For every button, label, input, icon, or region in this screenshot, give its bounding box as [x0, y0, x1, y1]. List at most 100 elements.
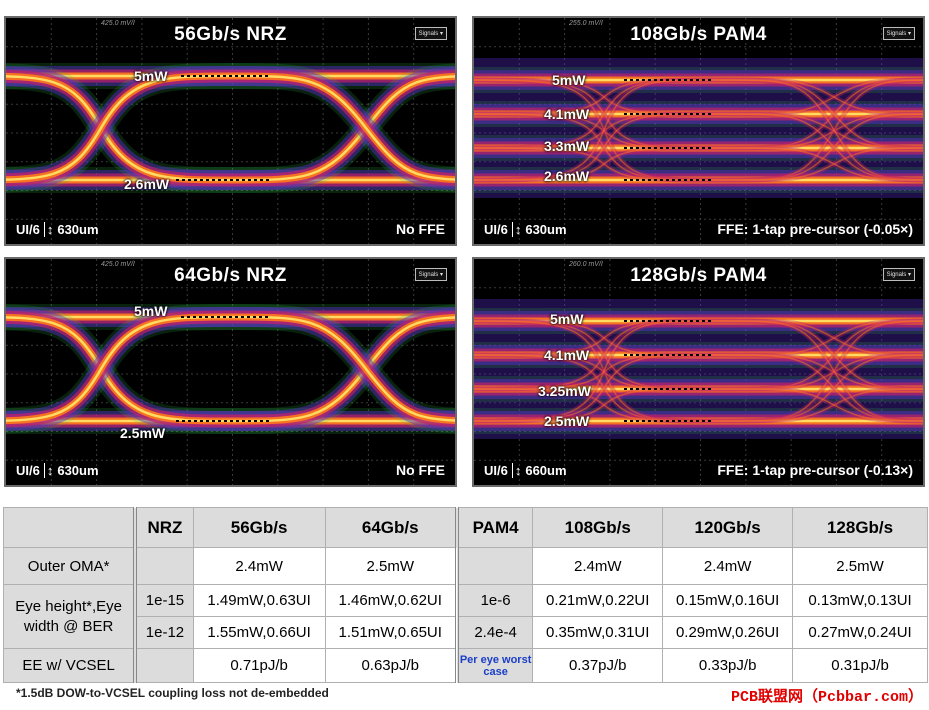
table-cell: 1e-12: [134, 616, 194, 649]
table-cell: 2.4mW: [662, 547, 794, 585]
panel-title: 56Gb/s NRZ: [174, 24, 287, 45]
table-cell: 2.5mW: [792, 547, 928, 585]
row-label-oma: Outer OMA*: [3, 547, 138, 585]
table-cell: 0.71pJ/b: [192, 648, 326, 683]
eye-transition: [474, 147, 923, 181]
eye-diagram-108g-pam4: [474, 18, 923, 244]
level-label: 2.5mW: [120, 425, 166, 441]
table-cell: 2.4e-4: [456, 616, 534, 649]
scope-readout: 425.0 mV/I: [101, 20, 135, 27]
table-cell: 1.51mW,0.65UI: [324, 616, 459, 649]
level-label: 4.1mW: [544, 106, 590, 122]
eye-transition: [474, 354, 923, 422]
table-cell: [134, 547, 194, 585]
header-120g: 120Gb/s: [662, 507, 794, 548]
level-label: 2.5mW: [544, 413, 590, 429]
eye-panel-108g-pam4: 255.0 mV/I 108Gb/s PAM4 Signals ▾ 5mW 4.…: [472, 16, 925, 246]
scope-readout: 255.0 mV/I: [569, 20, 603, 27]
level-label: 5mW: [134, 68, 168, 84]
eye-transition: [474, 388, 923, 422]
scale-bar: UI/6 ↕ 630um: [484, 222, 567, 237]
vertical-arrow-icon: ↕: [514, 463, 522, 478]
header-56g: 56Gb/s: [192, 507, 326, 548]
row-label-ee: EE w/ VCSEL: [3, 648, 138, 683]
table-cell: 0.21mW,0.22UI: [532, 584, 664, 617]
ffe-label: FFE: 1-tap pre-cursor (-0.13×): [717, 462, 913, 478]
eye-transition: [6, 74, 455, 181]
eye-transition: [474, 113, 923, 181]
table-row: Outer OMA* 2.4mW 2.5mW 2.4mW 2.4mW 2.5mW: [3, 547, 928, 585]
signals-dropdown[interactable]: Signals ▾: [414, 268, 447, 281]
signals-dropdown[interactable]: Signals ▾: [882, 268, 915, 281]
table-cell: 1e-6: [456, 584, 534, 617]
table-cell: 2.5mW: [324, 547, 459, 585]
scope-readout: 260.0 mV/I: [569, 261, 603, 268]
table-cell: [134, 648, 194, 683]
eye-transition: [6, 75, 455, 182]
scale-bar: UI/6 ↕ 630um: [16, 463, 99, 478]
scope-grid: [6, 259, 455, 485]
eye-transition: [6, 316, 455, 423]
eye-transition: [474, 388, 923, 422]
header-nrz: NRZ: [134, 507, 194, 548]
header-pam4: PAM4: [456, 507, 534, 548]
vertical-arrow-icon: ↕: [46, 222, 54, 237]
ffe-label: FFE: 1-tap pre-cursor (-0.05×): [717, 221, 913, 237]
scale-bar: UI/6 ↕ 660um: [484, 463, 567, 478]
table-cell: 0.13mW,0.13UI: [792, 584, 928, 617]
header-corner: [3, 507, 138, 548]
eye-panel-64g-nrz: 425.0 mV/I 64Gb/s NRZ Signals ▾ 5mW 2.5m…: [4, 257, 457, 487]
panel-title: 64Gb/s NRZ: [174, 265, 287, 286]
row-label-eye: Eye height*,Eye width @ BER: [3, 584, 138, 649]
table-cell: 0.15mW,0.16UI: [662, 584, 794, 617]
scope-readout: 425.0 mV/I: [101, 261, 135, 268]
signals-dropdown[interactable]: Signals ▾: [882, 27, 915, 40]
vertical-arrow-icon: ↕: [46, 463, 54, 478]
header-108g: 108Gb/s: [532, 507, 664, 548]
level-label: 2.6mW: [124, 176, 170, 192]
panel-title: 128Gb/s PAM4: [630, 265, 767, 286]
table-cell: 1e-15: [134, 584, 194, 617]
level-label: 5mW: [550, 311, 584, 327]
watermark: PCB联盟网（Pcbbar.com）: [730, 689, 923, 706]
eye-diagram-64g-nrz: [6, 259, 455, 485]
table-row: 1e-12 1.55mW,0.66UI 1.51mW,0.65UI 2.4e-4…: [4, 616, 928, 649]
table-row: EE w/ VCSEL 0.71pJ/b 0.63pJ/b Per eye wo…: [3, 648, 928, 683]
header-128g: 128Gb/s: [792, 507, 928, 548]
header-64g: 64Gb/s: [324, 507, 459, 548]
level-label: 3.25mW: [538, 383, 591, 399]
table-header-row: NRZ 56Gb/s 64Gb/s PAM4 108Gb/s 120Gb/s 1…: [3, 507, 928, 548]
table-cell: 0.33pJ/b: [662, 648, 794, 683]
eye-panel-56g-nrz: 425.0 mV/I 56Gb/s NRZ Signals ▾ 5mW 2.6m…: [4, 16, 457, 246]
level-label: 4.1mW: [544, 347, 590, 363]
ffe-label: No FFE: [396, 462, 445, 478]
table-cell: 0.29mW,0.26UI: [662, 616, 794, 649]
eye-diagram-128g-pam4: [474, 259, 923, 485]
summary-table: NRZ 56Gb/s 64Gb/s PAM4 108Gb/s 120Gb/s 1…: [3, 507, 928, 683]
level-label: 2.6mW: [544, 168, 590, 184]
level-label: 5mW: [134, 303, 168, 319]
table-cell: 1.55mW,0.66UI: [192, 616, 326, 649]
table-cell: 1.49mW,0.63UI: [192, 584, 326, 617]
level-label: 5mW: [552, 72, 586, 88]
scale-bar: UI/6 ↕ 630um: [16, 222, 99, 237]
vertical-arrow-icon: ↕: [514, 222, 522, 237]
eye-diagram-56g-nrz: [6, 18, 455, 244]
table-cell: 0.37pJ/b: [532, 648, 664, 683]
table-cell: 1.46mW,0.62UI: [324, 584, 459, 617]
signals-dropdown[interactable]: Signals ▾: [414, 27, 447, 40]
table-cell: 0.31pJ/b: [792, 648, 928, 683]
eye-transition: [474, 147, 923, 181]
table-cell: 0.27mW,0.24UI: [792, 616, 928, 649]
footnote: *1.5dB DOW-to-VCSEL coupling loss not de…: [16, 686, 329, 700]
table-cell: Per eye worst case: [456, 648, 534, 683]
level-label: 3.3mW: [544, 138, 590, 154]
table-cell: [456, 547, 534, 585]
table-cell: 2.4mW: [192, 547, 326, 585]
table-row: Eye height*,Eye width @ BER 1e-15 1.49mW…: [3, 584, 928, 649]
table-cell: 0.63pJ/b: [324, 648, 459, 683]
eye-transition: [6, 315, 455, 422]
table-cell: 0.35mW,0.31UI: [532, 616, 664, 649]
eye-panel-128g-pam4: 260.0 mV/I 128Gb/s PAM4 Signals ▾ 5mW 4.…: [472, 257, 925, 487]
panel-title: 108Gb/s PAM4: [630, 24, 767, 45]
